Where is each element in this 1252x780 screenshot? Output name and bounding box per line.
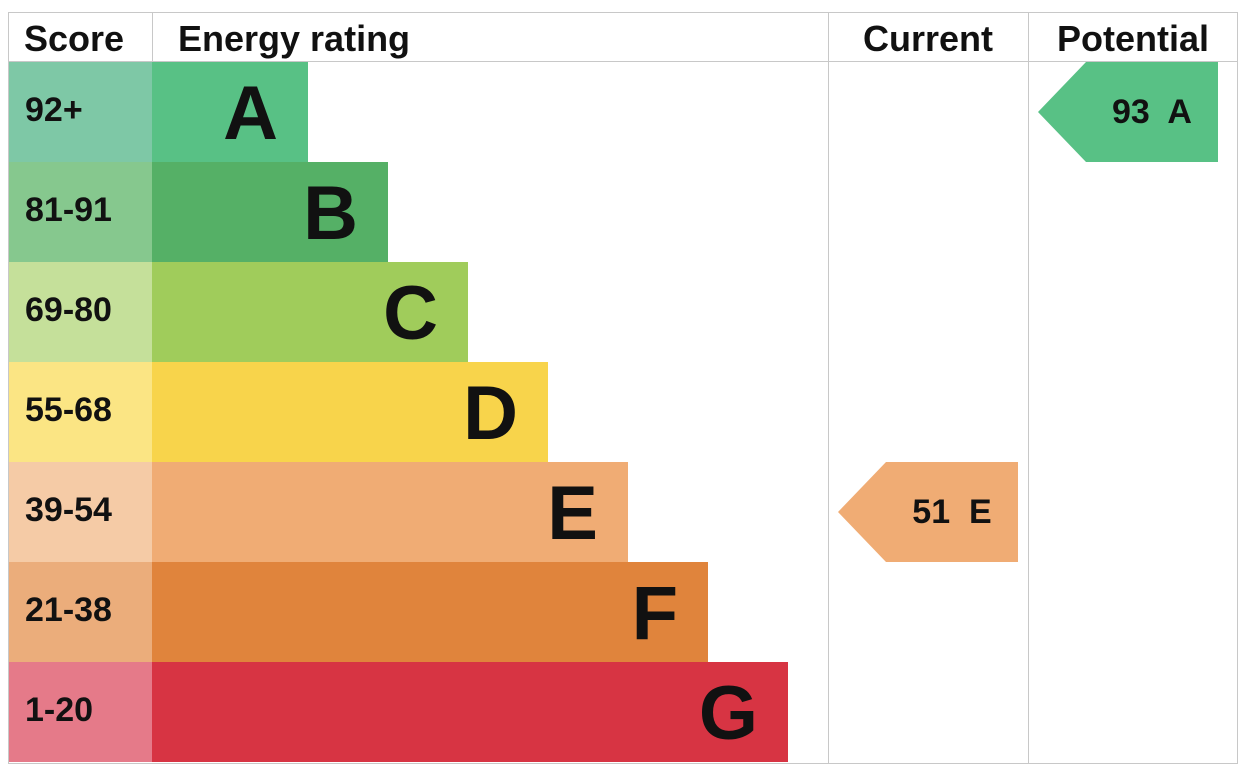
header-divider: [8, 61, 1238, 62]
score-range-c: 69-80: [9, 262, 152, 362]
score-range-a: 92+: [9, 62, 152, 162]
potential-column-divider: [1028, 12, 1029, 764]
score-range-f: 21-38: [9, 562, 152, 662]
potential-rating-label: 93 A: [1111, 93, 1192, 131]
rating-bar-e: E: [152, 462, 628, 562]
score-range-e: 39-54: [9, 462, 152, 562]
current-header: Current: [862, 18, 993, 59]
rating-bar-f: F: [152, 562, 708, 662]
rating-table: [8, 12, 1238, 764]
score-range-g: 1-20: [9, 662, 152, 762]
rating-bar-d: D: [152, 362, 548, 462]
rating-bar-a: A: [152, 62, 308, 162]
energy-rating-header: Energy rating: [178, 18, 411, 59]
potential-rating-arrow: 93 A: [1038, 62, 1218, 162]
score-range-b: 81-91: [9, 162, 152, 262]
rating-bar-b: B: [152, 162, 388, 262]
current-column-divider: [828, 12, 829, 764]
rating-bar-g: G: [152, 662, 788, 762]
rating-bar-c: C: [152, 262, 468, 362]
score-range-d: 55-68: [9, 362, 152, 462]
potential-header: Potential: [1056, 18, 1209, 59]
current-rating-label: 51 E: [912, 493, 992, 531]
score-header: Score: [24, 18, 125, 59]
score-column-divider: [152, 12, 153, 62]
current-rating-arrow: 51 E: [838, 462, 1018, 562]
